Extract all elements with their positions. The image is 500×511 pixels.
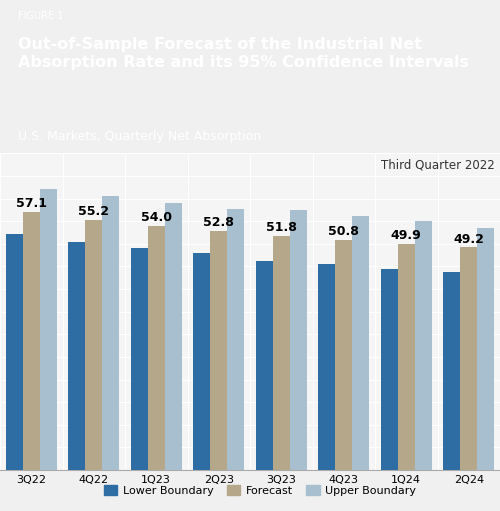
Bar [23, 212, 40, 470]
Bar [381, 269, 398, 470]
Text: U.S. Markets, Quarterly Net Absorption: U.S. Markets, Quarterly Net Absorption [18, 130, 261, 143]
Bar [194, 253, 210, 470]
Text: 49.9: 49.9 [391, 229, 422, 242]
Bar [164, 203, 182, 470]
Bar [273, 236, 289, 470]
Legend: Lower Boundary, Forecast, Upper Boundary: Lower Boundary, Forecast, Upper Boundary [100, 481, 420, 500]
Bar [131, 248, 148, 470]
Text: FIGURE 1: FIGURE 1 [18, 11, 63, 21]
Text: Out-of-Sample Forecast of the Industrial Net
Absorption Rate and its 95% Confide: Out-of-Sample Forecast of the Industrial… [18, 37, 468, 70]
Text: 50.8: 50.8 [328, 225, 359, 239]
Text: 51.8: 51.8 [266, 221, 296, 234]
Bar [460, 247, 477, 470]
Bar [318, 264, 336, 470]
Bar [336, 240, 352, 470]
Text: Third Quarter 2022: Third Quarter 2022 [382, 158, 495, 171]
Bar [414, 221, 432, 470]
Bar [444, 272, 460, 470]
Text: 49.2: 49.2 [454, 233, 484, 246]
Bar [102, 196, 119, 470]
Bar [6, 234, 23, 470]
Bar [227, 208, 244, 470]
Bar [210, 231, 227, 470]
Bar [290, 211, 306, 470]
Bar [352, 216, 369, 470]
Bar [86, 220, 102, 470]
Text: 52.8: 52.8 [204, 216, 234, 229]
Bar [148, 226, 164, 470]
Text: 55.2: 55.2 [78, 205, 109, 219]
Bar [256, 261, 273, 470]
Text: 57.1: 57.1 [16, 197, 47, 210]
Bar [68, 242, 86, 470]
Bar [477, 227, 494, 470]
Bar [40, 189, 56, 470]
Bar [398, 244, 414, 470]
Text: 54.0: 54.0 [141, 211, 172, 224]
